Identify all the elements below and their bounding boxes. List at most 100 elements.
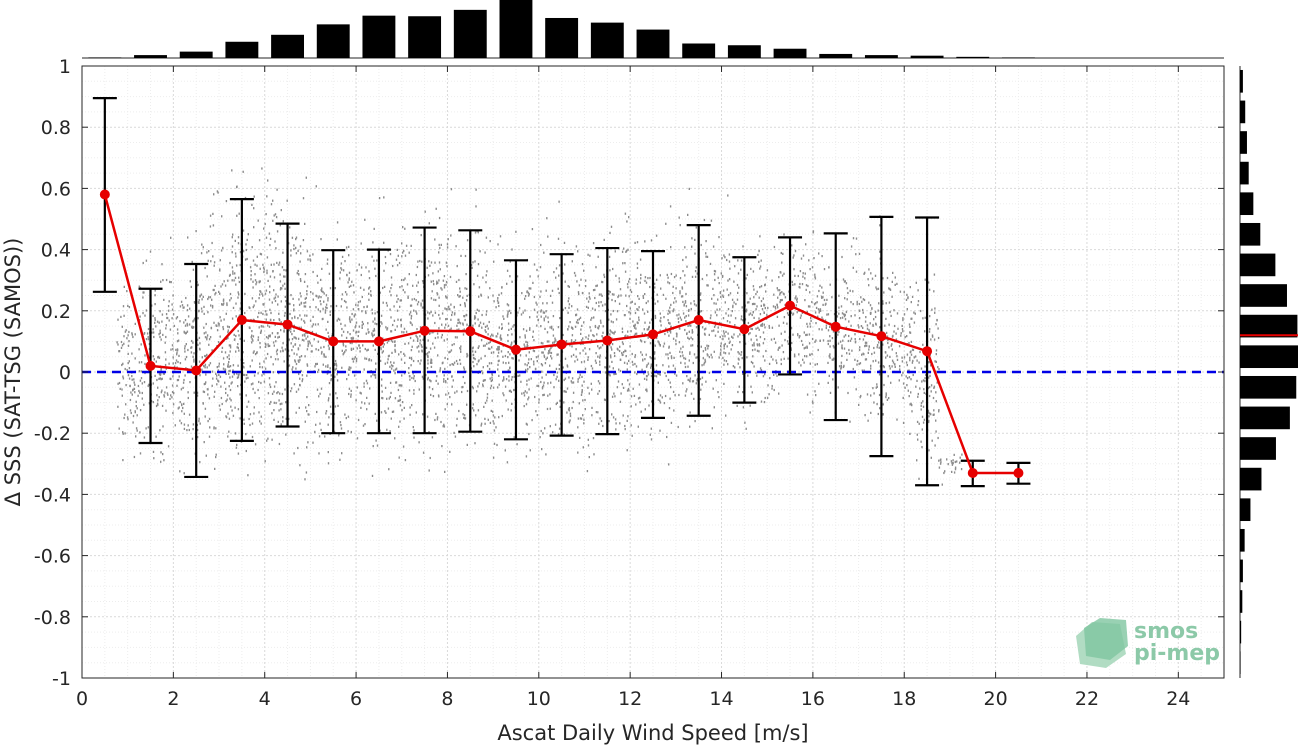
y-marginal-bar (1240, 345, 1298, 369)
scatter-point (937, 436, 939, 440)
scatter-point (422, 377, 424, 380)
scatter-point (758, 250, 760, 253)
scatter-point (391, 410, 394, 413)
scatter-point (694, 252, 696, 255)
scatter-point (490, 379, 492, 383)
scatter-point (235, 315, 237, 318)
scatter-point (894, 363, 896, 366)
scatter-point (840, 364, 842, 367)
scatter-point (140, 361, 143, 364)
scatter-point (229, 273, 231, 276)
scatter-point (167, 445, 170, 448)
scatter-point (688, 330, 690, 333)
scatter-point (782, 351, 785, 354)
scatter-point (797, 274, 799, 278)
scatter-point (193, 317, 196, 320)
x-marginal-bar (316, 24, 350, 58)
scatter-point (786, 312, 789, 315)
scatter-point (495, 306, 497, 309)
scatter-point (804, 355, 806, 358)
scatter-point (120, 346, 123, 349)
scatter-point (203, 365, 205, 368)
scatter-point (416, 346, 418, 349)
scatter-point (598, 422, 600, 425)
scatter-point (361, 320, 364, 324)
scatter-point (164, 363, 167, 367)
scatter-point (889, 288, 892, 291)
scatter-point (580, 361, 583, 364)
scatter-point (218, 324, 220, 327)
scatter-point (229, 376, 231, 379)
scatter-point (909, 432, 911, 435)
mean-point (510, 344, 521, 355)
scatter-point (275, 401, 277, 405)
scatter-point (630, 330, 632, 333)
scatter-point (909, 356, 911, 359)
scatter-point (611, 413, 613, 416)
scatter-point (490, 409, 492, 412)
scatter-point (550, 381, 552, 384)
scatter-point (477, 263, 480, 266)
scatter-point (480, 424, 482, 427)
scatter-point (182, 306, 184, 309)
scatter-point (841, 316, 844, 319)
scatter-point (861, 353, 863, 356)
scatter-point (387, 407, 390, 410)
scatter-point (278, 409, 280, 412)
scatter-point (407, 296, 409, 299)
scatter-point (320, 296, 322, 299)
scatter-point (764, 396, 766, 400)
scatter-point (811, 266, 814, 269)
scatter-point (312, 315, 314, 318)
scatter-point (276, 392, 278, 395)
scatter-point (840, 366, 843, 369)
scatter-point (273, 214, 275, 217)
scatter-point (568, 285, 570, 288)
scatter-point (413, 377, 415, 380)
scatter-point (226, 356, 229, 359)
scatter-point (215, 453, 217, 456)
scatter-point (218, 404, 221, 407)
scatter-point (545, 315, 547, 318)
scatter-point (426, 415, 429, 418)
scatter-point (346, 378, 348, 381)
scatter-point (394, 397, 397, 400)
scatter-point (686, 388, 688, 391)
scatter-point (389, 308, 391, 311)
scatter-point (874, 315, 877, 319)
scatter-point (477, 231, 479, 234)
scatter-point (550, 346, 552, 350)
scatter-point (953, 471, 956, 474)
scatter-point (229, 397, 231, 400)
scatter-point (938, 410, 940, 413)
scatter-point (638, 316, 640, 319)
scatter-point (633, 334, 636, 337)
scatter-point (794, 355, 796, 358)
scatter-point (544, 427, 546, 430)
scatter-point (234, 239, 236, 242)
scatter-point (799, 282, 801, 286)
scatter-point (264, 222, 266, 226)
scatter-point (360, 242, 362, 245)
scatter-point (723, 254, 725, 257)
scatter-point (571, 305, 573, 308)
scatter-point (798, 285, 800, 289)
scatter-point (305, 406, 307, 409)
scatter-point (383, 241, 385, 244)
scatter-point (940, 461, 942, 464)
scatter-point (403, 417, 405, 420)
scatter-point (154, 289, 156, 292)
scatter-point (412, 372, 414, 375)
scatter-point (459, 347, 461, 350)
scatter-point (373, 329, 376, 332)
scatter-point (486, 365, 489, 368)
scatter-point (340, 305, 342, 308)
scatter-point (868, 348, 870, 351)
scatter-point (172, 313, 175, 316)
scatter-point (618, 368, 620, 371)
scatter-point (201, 310, 203, 313)
scatter-point (876, 403, 878, 406)
scatter-point (542, 311, 545, 314)
scatter-point (654, 374, 656, 377)
scatter-point (300, 279, 302, 283)
